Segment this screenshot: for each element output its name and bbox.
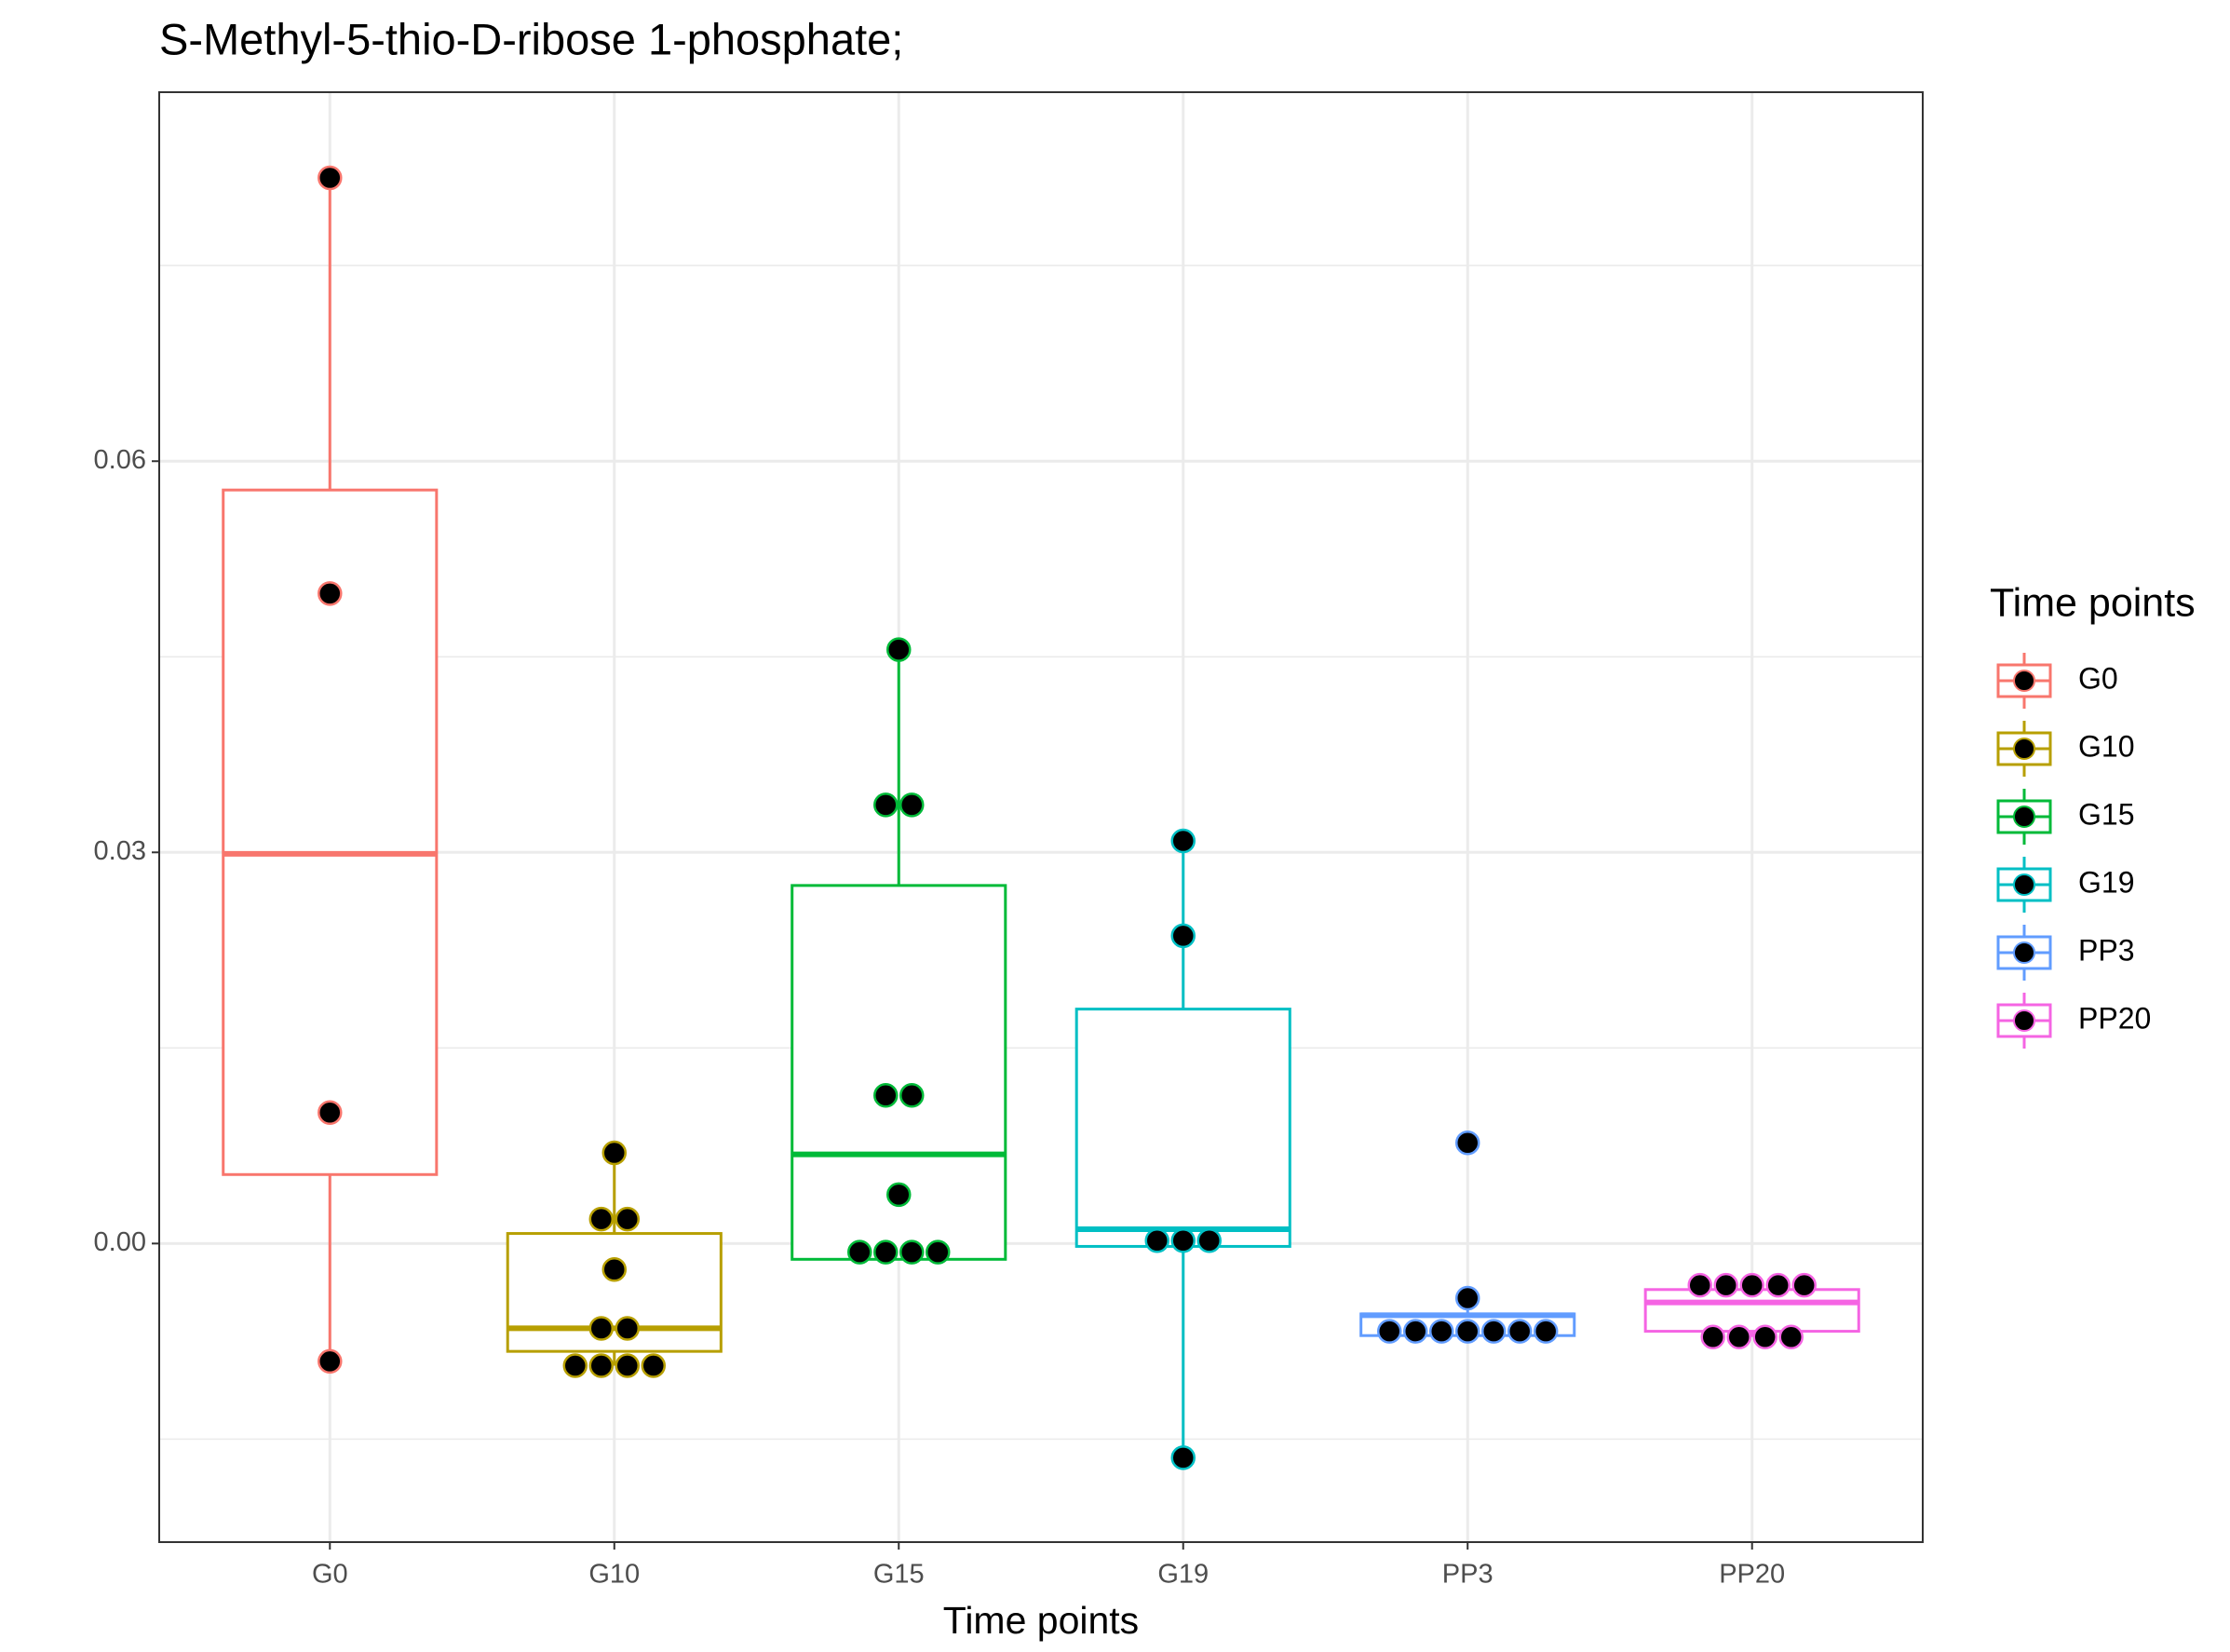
chart-title: S-Methyl-5-thio-D-ribose 1-phosphate; (159, 14, 903, 63)
data-point (1739, 1272, 1764, 1298)
data-point (588, 1353, 615, 1378)
data-point (899, 1083, 925, 1108)
data-point (318, 1348, 343, 1374)
panel-border (158, 91, 1924, 1543)
data-point (588, 1316, 615, 1341)
x-tick-label: PP3 (1442, 1560, 1493, 1590)
data-point (562, 1353, 588, 1378)
data-point (615, 1353, 641, 1378)
legend-label: G0 (2078, 661, 2118, 695)
data-point (1196, 1228, 1222, 1253)
x-tick-label: G0 (312, 1560, 348, 1590)
legend-label: G15 (2078, 797, 2134, 831)
data-point (615, 1316, 641, 1341)
data-point (1687, 1272, 1712, 1298)
data-point (318, 165, 343, 191)
legend-key-point (2013, 806, 2035, 828)
data-point (1170, 923, 1196, 949)
data-point (899, 792, 925, 818)
legend-key-point (2013, 670, 2035, 692)
data-point (318, 581, 343, 606)
y-tick-label: 0.06 (94, 445, 146, 475)
data-point (1428, 1319, 1454, 1344)
data-point (1791, 1272, 1817, 1298)
data-point (1765, 1272, 1791, 1298)
x-tick-label: G10 (588, 1560, 640, 1590)
box (506, 1232, 723, 1353)
data-point (1376, 1319, 1402, 1344)
x-tick-label: PP20 (1719, 1560, 1785, 1590)
data-point (1507, 1319, 1533, 1344)
legend-label: PP3 (2078, 933, 2134, 967)
x-tick-label: G15 (873, 1560, 925, 1590)
data-point (641, 1353, 667, 1378)
y-tick-label: 0.03 (94, 836, 146, 866)
data-point (1454, 1131, 1480, 1156)
data-point (1700, 1324, 1725, 1350)
legend-title: Time points (1990, 580, 2196, 625)
data-point (1713, 1272, 1738, 1298)
x-tick-label: G19 (1157, 1560, 1209, 1590)
x-axis-title: Time points (943, 1599, 1139, 1642)
data-point (1144, 1228, 1169, 1253)
data-point (1778, 1324, 1804, 1350)
data-point (1170, 1228, 1196, 1253)
legend-label: G10 (2078, 729, 2134, 763)
data-point (886, 637, 912, 662)
legend-label: PP20 (2078, 1001, 2151, 1035)
data-point (1170, 1445, 1196, 1470)
data-point (1454, 1319, 1480, 1344)
data-point (601, 1256, 628, 1282)
data-point (1480, 1319, 1507, 1344)
data-point (615, 1206, 641, 1232)
legend-key-point (2013, 738, 2035, 760)
data-point (847, 1239, 872, 1265)
data-point (601, 1140, 628, 1166)
data-point (1752, 1324, 1777, 1350)
legend-key-point (2013, 1009, 2035, 1032)
data-point (1726, 1324, 1751, 1350)
legend-label: G19 (2078, 865, 2134, 899)
data-point (873, 1239, 899, 1265)
data-point (899, 1239, 925, 1265)
data-point (886, 1182, 912, 1208)
box (1074, 1008, 1291, 1248)
data-point (1170, 828, 1196, 854)
legend-key-point (2013, 873, 2035, 896)
legend-key-point (2013, 941, 2035, 964)
data-point (1402, 1319, 1428, 1344)
data-point (318, 1100, 343, 1126)
data-point (588, 1206, 615, 1232)
y-tick-label: 0.00 (94, 1227, 146, 1257)
data-point (926, 1239, 951, 1265)
data-point (1454, 1285, 1480, 1311)
data-point (1533, 1319, 1559, 1344)
data-point (873, 792, 899, 818)
data-point (873, 1083, 899, 1108)
